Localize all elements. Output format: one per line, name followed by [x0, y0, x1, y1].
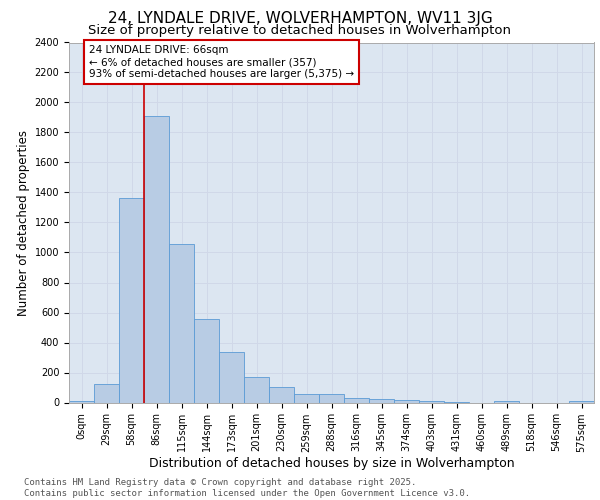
- Text: Contains HM Land Registry data © Crown copyright and database right 2025.
Contai: Contains HM Land Registry data © Crown c…: [24, 478, 470, 498]
- Bar: [344, 398, 369, 402]
- Bar: [144, 116, 169, 403]
- Bar: [119, 198, 144, 402]
- Bar: [394, 400, 419, 402]
- Y-axis label: Number of detached properties: Number of detached properties: [17, 130, 31, 316]
- Text: Size of property relative to detached houses in Wolverhampton: Size of property relative to detached ho…: [89, 24, 511, 37]
- Bar: [169, 244, 194, 402]
- Text: 24 LYNDALE DRIVE: 66sqm
← 6% of detached houses are smaller (357)
93% of semi-de: 24 LYNDALE DRIVE: 66sqm ← 6% of detached…: [89, 46, 354, 78]
- Bar: [194, 320, 219, 402]
- Bar: [369, 399, 394, 402]
- Bar: [569, 401, 594, 402]
- Bar: [69, 401, 94, 402]
- Bar: [319, 394, 344, 402]
- Text: 24, LYNDALE DRIVE, WOLVERHAMPTON, WV11 3JG: 24, LYNDALE DRIVE, WOLVERHAMPTON, WV11 3…: [107, 12, 493, 26]
- Bar: [494, 401, 519, 402]
- Bar: [294, 394, 319, 402]
- X-axis label: Distribution of detached houses by size in Wolverhampton: Distribution of detached houses by size …: [149, 458, 514, 470]
- Bar: [244, 377, 269, 402]
- Bar: [269, 387, 294, 402]
- Bar: [419, 401, 444, 402]
- Bar: [94, 384, 119, 402]
- Bar: [219, 352, 244, 403]
